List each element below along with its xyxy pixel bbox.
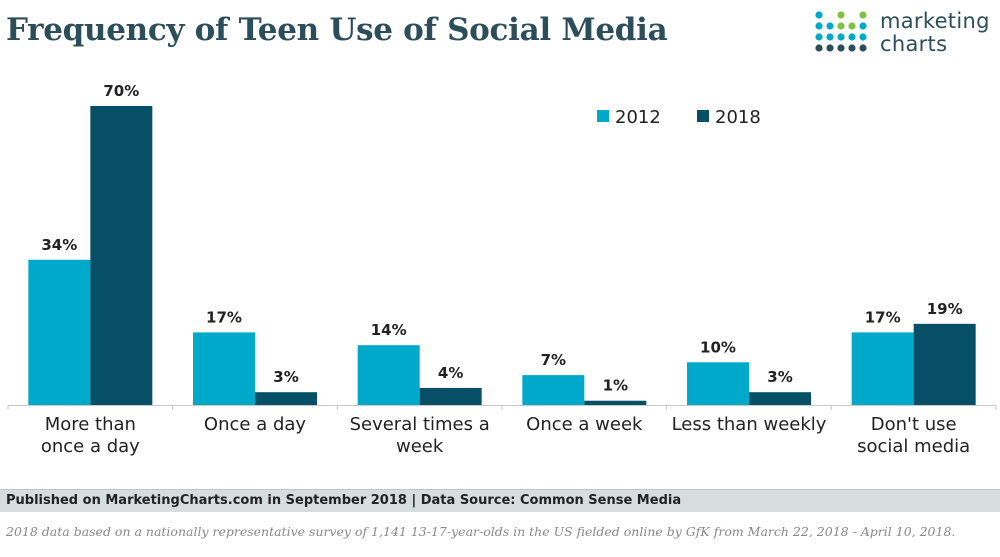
bar-2018-4 [749,392,811,405]
bar-2012-5 [851,332,914,405]
logo-dot [837,11,845,19]
logo-dot [837,44,845,52]
logo-dots-icon [815,11,867,52]
value-label-2018-3: 1% [603,377,628,395]
logo-dot [848,44,856,52]
logo-dot [826,22,834,30]
bar-2018-3 [584,400,647,405]
category-label-3: Once a week [526,414,643,435]
bar-2018-1 [255,392,317,405]
value-label-2012-5: 17% [865,308,901,326]
footer-note: 2018 data based on a nationally represen… [6,524,956,539]
logo-text-line2: charts [880,32,948,56]
value-label-2018-2: 4% [438,364,463,382]
logo-dot [848,33,856,41]
logo-dot [826,33,834,41]
logo-dot [826,44,834,52]
logo-dot [815,22,823,30]
bar-2012-3 [522,375,585,405]
category-label-5: Don't use social media [857,414,970,457]
legend-swatch-2012 [597,110,609,122]
footer-source-bar: Published on MarketingCharts.com in Sept… [0,489,1000,512]
logo-dot [815,44,823,52]
logo-dot [859,44,867,52]
bar-2018-5 [913,323,976,405]
logo-dot [848,22,856,30]
value-label-2012-3: 7% [541,351,566,369]
bar-2018-0 [90,106,153,405]
logo-text-line1: marketing [880,9,990,33]
value-label-2012-2: 14% [371,321,407,339]
bar-2012-0 [28,259,91,405]
legend-label-2018: 2018 [715,107,761,128]
bar-2012-2 [357,345,420,405]
legend-swatch-2018 [697,110,709,122]
bar-2012-1 [193,332,255,405]
value-label-2018-1: 3% [273,368,298,386]
value-label-2018-0: 70% [103,82,139,100]
value-label-2012-1: 17% [206,308,242,326]
logo-dot [859,11,867,19]
logo-dot [815,33,823,41]
category-label-0: More than once a day [41,414,140,457]
value-label-2012-0: 34% [41,236,77,254]
logo-dot [837,33,845,41]
bar-chart: 34% 70% More than once a day 17% 3% Once a day… [7,82,997,457]
logo-dot [859,33,867,41]
category-label-2: Several times a week [350,414,490,457]
category-label-4: Less than weekly [672,414,827,435]
logo-dot [815,11,823,19]
value-label-2018-4: 3% [767,368,792,386]
marketingcharts-logo: marketing charts [814,10,994,60]
chart-title: Frequency of Teen Use of Social Media [6,12,668,48]
value-label-2018-5: 19% [927,300,963,318]
logo-dot [859,22,867,30]
value-label-2012-4: 10% [700,338,736,356]
footer-source-text: Published on MarketingCharts.com in Sept… [6,493,682,508]
bar-2018-2 [419,387,482,405]
logo-dot [837,22,845,30]
bar-2012-4 [687,362,749,405]
legend-label-2012: 2012 [615,107,661,128]
category-label-1: Once a day [204,414,306,435]
